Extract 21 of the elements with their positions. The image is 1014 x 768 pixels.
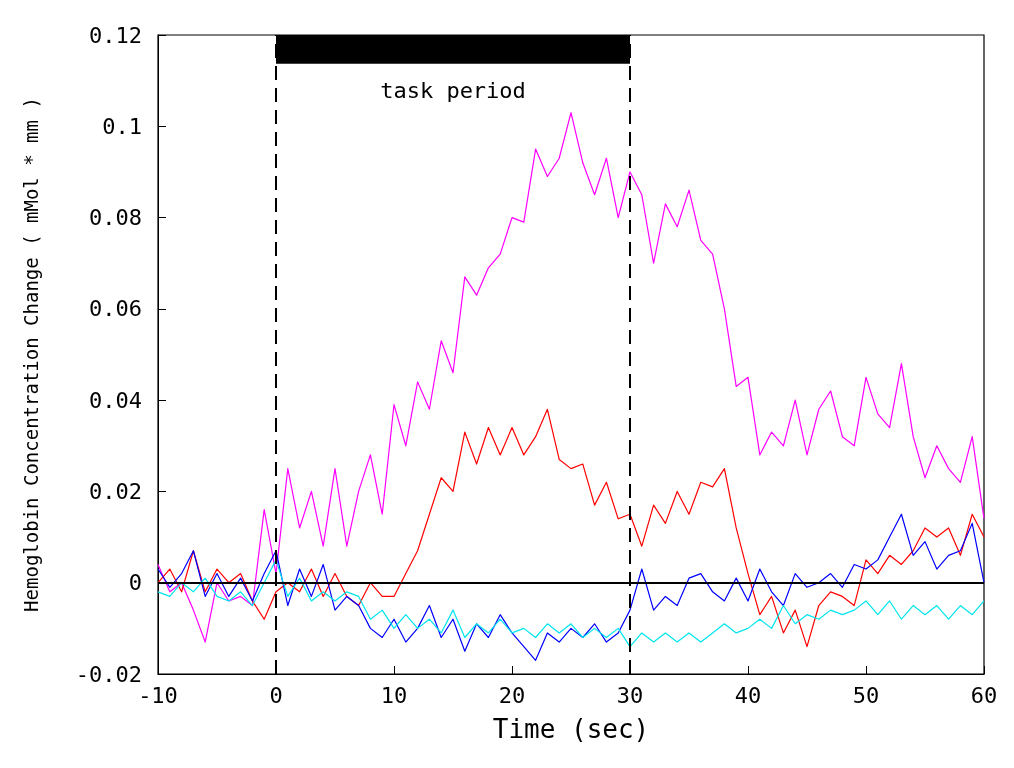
x-tick-label: 20 xyxy=(498,682,526,708)
line-series xyxy=(157,559,985,648)
y-tick-label: 0.08 xyxy=(89,205,142,231)
line-series xyxy=(157,408,985,648)
line-series xyxy=(157,111,985,643)
line-series xyxy=(157,513,985,661)
x-tick-label: 30 xyxy=(616,682,644,708)
y-tick-label: 0.04 xyxy=(89,387,142,413)
x-axis-title: Time (sec) xyxy=(492,714,650,744)
y-axis-title: Hemoglobin Concentration Change ( mMol * mm ) xyxy=(19,97,42,612)
band-label: task period xyxy=(380,78,526,104)
x-tick-label: 60 xyxy=(970,682,998,708)
y-tick-label: 0.06 xyxy=(89,296,142,322)
y-tick-label: 0.1 xyxy=(102,113,142,139)
y-tick-label: 0.02 xyxy=(89,478,142,504)
y-tick-label: 0.12 xyxy=(89,22,142,48)
x-tick-label: 0 xyxy=(269,682,283,708)
x-tick-label: 40 xyxy=(734,682,762,708)
x-tick-label: 50 xyxy=(852,682,880,708)
x-tick-label: 10 xyxy=(380,682,408,708)
y-tick-label: 0 xyxy=(128,570,142,596)
